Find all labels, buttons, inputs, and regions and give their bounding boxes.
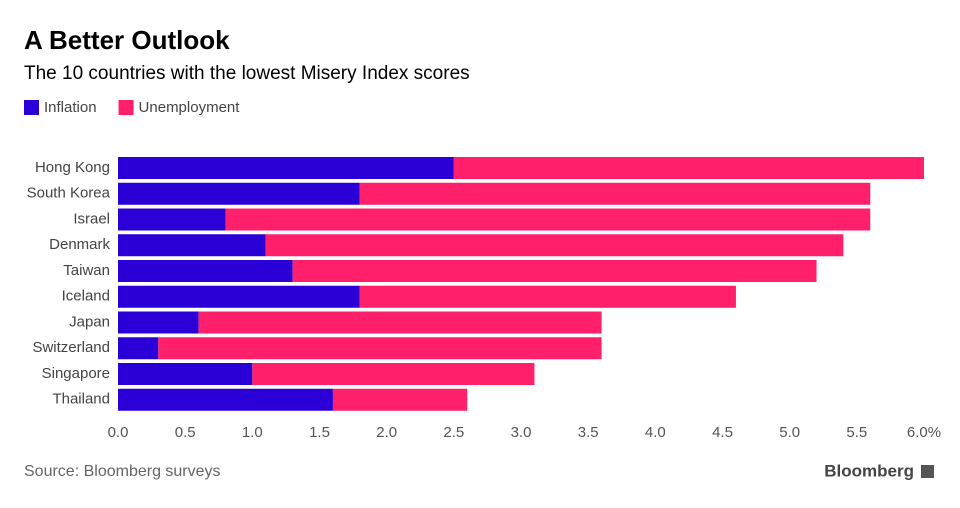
y-tick-label: Iceland xyxy=(62,288,110,305)
bar-segment xyxy=(118,285,360,308)
bar-segment xyxy=(118,260,293,282)
bar-segment xyxy=(292,260,817,282)
x-tick-label: 1.5 xyxy=(309,424,330,441)
x-tick-label: 1.0 xyxy=(242,424,263,441)
bar-segment xyxy=(359,285,736,308)
x-tick-label: 3.0 xyxy=(511,424,532,441)
x-tick-label: 4.5 xyxy=(712,424,733,441)
x-tick-label: 2.5 xyxy=(443,424,464,441)
x-tick-label: 0.0 xyxy=(108,424,129,441)
bar-segment xyxy=(118,157,454,179)
bar-segment xyxy=(265,234,844,257)
legend-label: Inflation xyxy=(44,99,97,116)
y-tick-label: Denmark xyxy=(49,236,110,253)
source-note: Source: Bloomberg surveys xyxy=(24,463,221,480)
y-tick-label: Singapore xyxy=(42,365,110,382)
bar-segment xyxy=(118,388,333,411)
y-tick-label: Japan xyxy=(69,313,110,330)
legend-swatch xyxy=(24,100,39,115)
brand-icon xyxy=(921,465,934,478)
x-tick-label: 0.5 xyxy=(175,424,196,441)
bar-segment xyxy=(118,234,266,257)
bar-segment xyxy=(118,363,253,385)
x-tick-label: 6.0% xyxy=(907,424,941,441)
chart-title: A Better Outlook xyxy=(24,25,230,55)
x-tick-label: 3.5 xyxy=(578,424,599,441)
y-tick-label: Hong Kong xyxy=(35,159,110,176)
bar-segment xyxy=(225,208,871,231)
bar-segment xyxy=(118,182,360,205)
y-tick-label: Israel xyxy=(73,210,110,227)
bar-segment xyxy=(332,388,468,411)
x-tick-label: 5.0 xyxy=(779,424,800,441)
x-tick-label: 4.0 xyxy=(645,424,666,441)
bar-segment xyxy=(252,363,535,385)
y-tick-label: Taiwan xyxy=(63,262,110,279)
chart-subtitle: The 10 countries with the lowest Misery … xyxy=(24,63,470,84)
bar-segment xyxy=(453,157,924,179)
bar-segment xyxy=(118,337,159,360)
y-tick-label: Switzerland xyxy=(32,339,110,356)
x-tick-label: 2.0 xyxy=(376,424,397,441)
y-tick-label: South Korea xyxy=(27,185,111,202)
bar-segment xyxy=(359,182,871,205)
brand-logo: Bloomberg xyxy=(824,461,914,480)
x-tick-label: 5.5 xyxy=(846,424,867,441)
bar-segment xyxy=(118,311,199,334)
bar-segment xyxy=(158,337,602,360)
y-tick-label: Thailand xyxy=(52,391,110,408)
bar-segment xyxy=(198,311,602,334)
legend-swatch xyxy=(118,100,134,115)
legend-label: Unemployment xyxy=(139,99,241,116)
bar-segment xyxy=(118,208,226,231)
